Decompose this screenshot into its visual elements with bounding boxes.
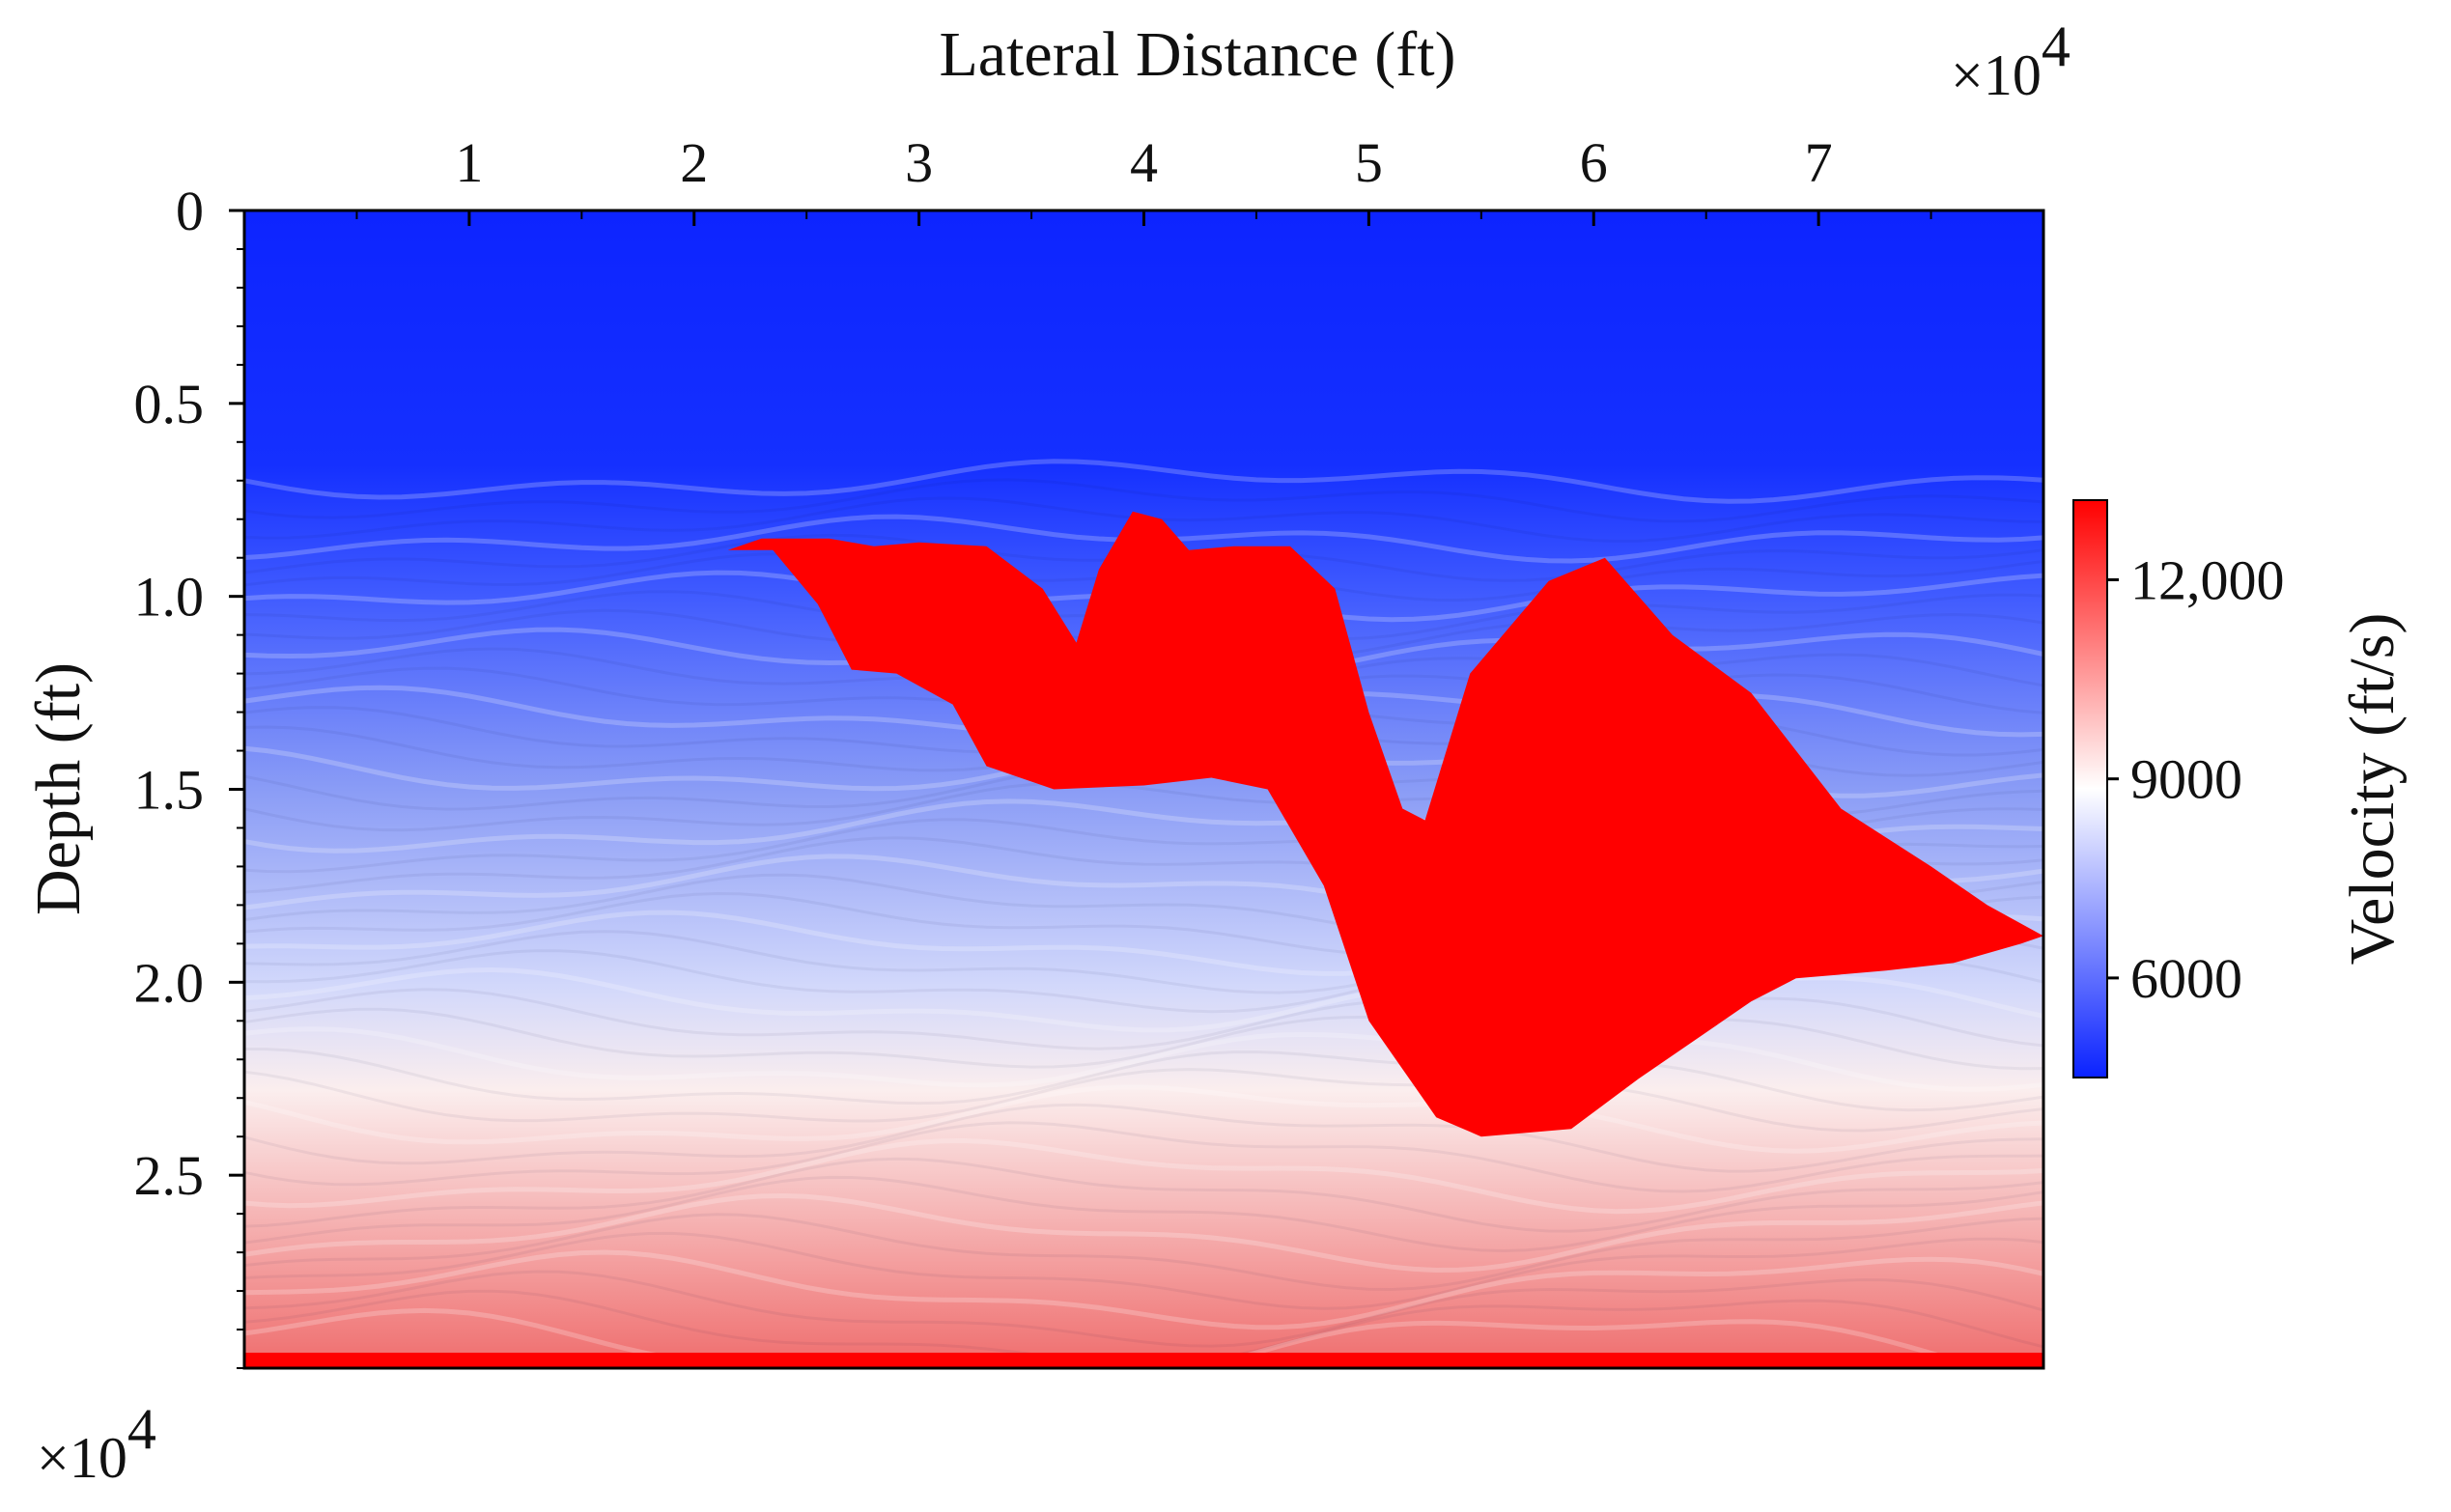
sediment-layer-line xyxy=(244,1175,2043,1253)
sediment-layer-line xyxy=(244,1121,2043,1193)
sediment-layer-line xyxy=(244,478,2043,523)
sediment-layer-line xyxy=(244,1007,2043,1071)
sediment-layer-line xyxy=(244,459,2043,504)
colorbar-tick-label: 9000 xyxy=(2130,748,2242,811)
y-tick-label: 2.5 xyxy=(134,1144,205,1207)
sediment-layer-line xyxy=(244,1231,2043,1310)
plot-area xyxy=(244,210,2043,1368)
x-tick-label: 6 xyxy=(1580,131,1608,194)
sediment-layer-line xyxy=(244,1084,2043,1154)
sediment-layer-line xyxy=(244,1157,2043,1233)
y-axis-ticks: 0 0.5 1.0 1.5 2.0 2.5 xyxy=(134,180,244,1369)
colorbar xyxy=(2072,499,2108,1078)
x-tick-label: 7 xyxy=(1805,131,1833,194)
x-tick-label: 5 xyxy=(1355,131,1383,194)
sediment-layer-line xyxy=(244,1213,2043,1292)
y-tick-label: 0 xyxy=(176,180,204,242)
sediment-layer-line xyxy=(244,1307,1998,1368)
colorbar-label: Velocity (ft/s) xyxy=(2337,613,2408,966)
y-tick-label: 1.5 xyxy=(134,759,205,822)
sediment-layer-line xyxy=(244,1192,2043,1274)
x-axis-label: Lateral Distance (ft) xyxy=(939,19,1455,90)
x-tick-label: 3 xyxy=(905,131,933,194)
salt-body xyxy=(727,511,2043,1137)
colorbar-ticks: 6000 9000 12,000 xyxy=(2107,548,2285,1010)
sediment-layer-line xyxy=(244,1048,2043,1112)
x-axis-ticks: 1 2 3 4 5 6 7 xyxy=(355,131,1932,226)
x-tick-label: 4 xyxy=(1130,131,1158,194)
x-tick-label: 2 xyxy=(680,131,708,194)
sediment-layer-line xyxy=(244,1249,2043,1330)
sediment-layer-line xyxy=(244,1103,2043,1173)
y-tick-label: 2.0 xyxy=(134,951,205,1014)
y-tick-label: 1.0 xyxy=(134,566,205,629)
sediment-layer-line xyxy=(244,1026,2043,1092)
sediment-layer-line xyxy=(244,1137,2043,1215)
bottom-high-velocity-layer xyxy=(244,1353,2043,1368)
y-tick-label: 0.5 xyxy=(134,373,205,435)
x-tick-label: 1 xyxy=(455,131,483,194)
sediment-layer-line xyxy=(244,1068,2043,1133)
x-multiplier: ×104 xyxy=(1951,14,2071,107)
y-axis-label: Depth (ft) xyxy=(23,662,94,915)
colorbar-tick-label: 6000 xyxy=(2130,947,2242,1010)
y-multiplier: ×104 xyxy=(37,1397,156,1490)
colorbar-tick-label: 12,000 xyxy=(2130,548,2285,611)
sediment-layer-line xyxy=(244,1270,2043,1348)
